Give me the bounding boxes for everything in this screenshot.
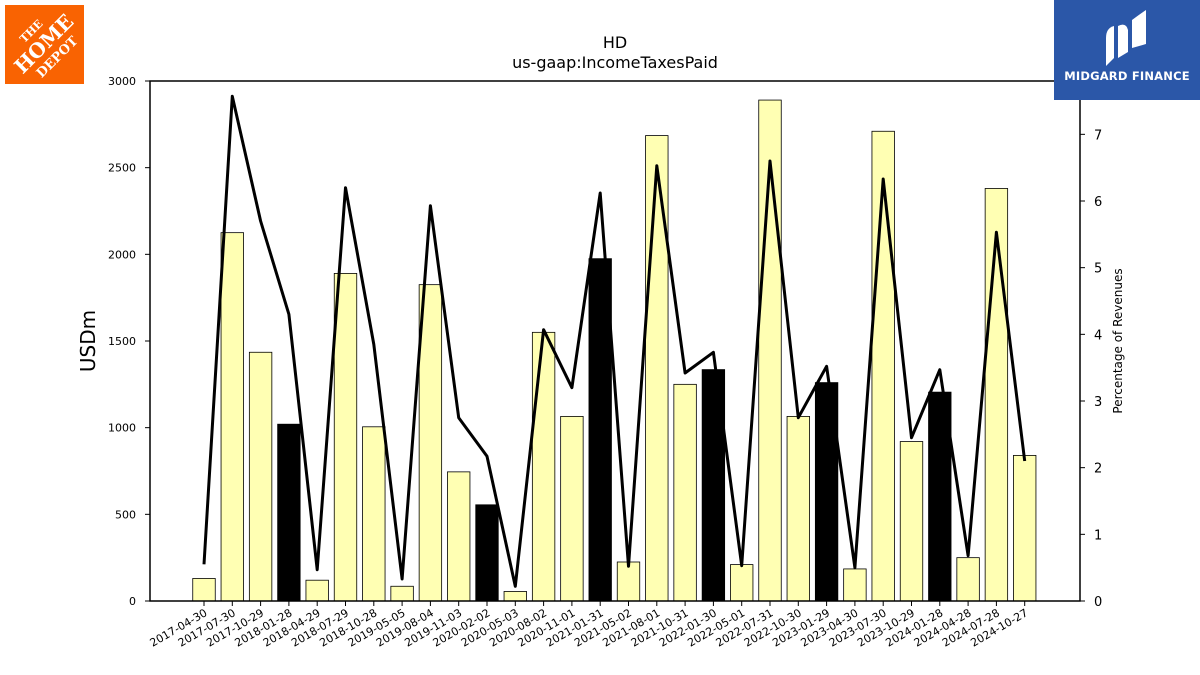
bar-2019-08-04 <box>418 284 443 602</box>
bar-2024-07-28 <box>984 188 1009 602</box>
bar-group <box>192 99 1037 602</box>
bar-2020-08-02 <box>531 331 556 602</box>
y-tick-label: 0 <box>129 595 136 608</box>
home-depot-logo: THE HOME DEPOT <box>5 5 84 84</box>
bar-2018-10-28 <box>362 426 386 602</box>
y-tick-label: 1500 <box>108 335 136 348</box>
y-axis-left: 0 500 1000 1500 2000 2500 3000 <box>108 75 150 608</box>
bar-2024-04-28 <box>956 557 980 602</box>
chart-subtitle: us-gaap:IncomeTaxesPaid <box>512 53 718 72</box>
y-tick-label: 3000 <box>108 75 136 88</box>
bar-2024-10-27 <box>1013 454 1037 602</box>
y2-tick-label: 7 <box>1094 128 1102 143</box>
bar-2017-04-30 <box>192 578 216 602</box>
bar-2019-05-05 <box>390 585 414 602</box>
midgard-finance-logo: MIDGARD FINANCE <box>1054 0 1200 100</box>
bar-2021-05-02 <box>616 561 641 602</box>
bar-2020-05-03 <box>503 591 527 602</box>
bar-2023-10-29 <box>899 441 924 602</box>
bar-2022-05-01 <box>730 564 754 602</box>
bar-2023-04-30 <box>843 568 867 602</box>
bar-2018-04-29 <box>305 579 329 602</box>
y2-tick-label: 6 <box>1094 195 1102 210</box>
bar-2020-02-02 <box>475 504 499 602</box>
chart-title: HD <box>603 33 627 52</box>
bar-2018-07-29 <box>333 272 358 602</box>
bar-2022-10-30 <box>786 415 810 602</box>
y2-axis-label: Percentage of Revenues <box>1111 268 1125 413</box>
bar-2021-08-01 <box>645 135 669 602</box>
y-axis-label: USDm <box>76 310 100 372</box>
bar-2017-10-29 <box>248 351 273 602</box>
y2-tick-label: 2 <box>1094 462 1102 477</box>
bar-2017-07-30 <box>220 232 244 602</box>
y-tick-label: 500 <box>115 508 136 521</box>
y2-tick-label: 5 <box>1094 262 1102 277</box>
revenue-percentage-line <box>202 94 1027 588</box>
y2-tick-label: 4 <box>1094 328 1102 343</box>
line-group <box>202 94 1027 588</box>
midgard-logo-text: MIDGARD FINANCE <box>1064 69 1190 83</box>
midgard-logo-icon <box>1106 10 1146 66</box>
bar-2023-07-30 <box>871 130 895 602</box>
y-tick-label: 1000 <box>108 422 136 435</box>
home-depot-logo-icon: THE HOME DEPOT <box>5 5 84 84</box>
x-axis: 2017-04-302017-07-302017-10-292018-01-28… <box>148 601 1030 650</box>
y-axis-right: 0 1 2 3 4 5 6 7 <box>1080 128 1102 610</box>
bar-2018-01-28 <box>277 423 301 602</box>
y-tick-label: 2500 <box>108 162 136 175</box>
bar-2021-10-31 <box>673 383 697 602</box>
y2-tick-label: 1 <box>1094 528 1102 543</box>
bar-2019-11-03 <box>447 471 471 602</box>
y2-tick-label: 3 <box>1094 395 1102 410</box>
bar-2020-11-01 <box>560 415 584 602</box>
y2-tick-label: 0 <box>1094 595 1102 610</box>
y-tick-label: 2000 <box>108 248 136 261</box>
